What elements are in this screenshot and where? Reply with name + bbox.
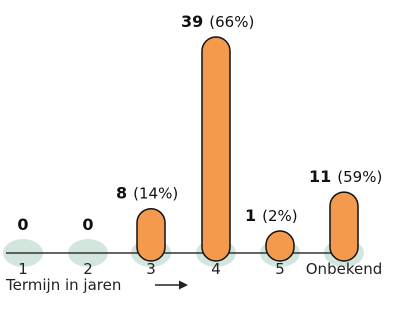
- data-label-4: 39 (66%): [181, 12, 254, 31]
- bar-3: [136, 207, 166, 262]
- data-labels: 0 0 8 (14%) 39 (66%) 1 (2%) 11 (59%): [17, 12, 382, 234]
- data-label-Onbekend: 11 (59%): [309, 167, 382, 186]
- category-label-3: 3: [146, 260, 156, 278]
- bar-5: [265, 230, 295, 262]
- category-label-Onbekend: Onbekend: [306, 260, 382, 278]
- category-label-4: 4: [211, 260, 221, 278]
- category-labels: 1 2 3 4 5 Onbekend: [18, 260, 382, 278]
- arrow-right-icon: [155, 280, 188, 290]
- category-label-5: 5: [275, 260, 285, 278]
- bar-Onbekend: [329, 191, 359, 262]
- data-label-1: 0: [17, 215, 28, 234]
- data-label-2: 0: [82, 215, 93, 234]
- x-axis-title: Termijn in jaren: [5, 276, 121, 294]
- bar-4: [201, 36, 231, 262]
- data-label-5: 1 (2%): [245, 206, 298, 225]
- category-label-2: 2: [83, 260, 93, 278]
- bars: [136, 36, 359, 262]
- data-label-3: 8 (14%): [116, 184, 178, 203]
- category-label-1: 1: [18, 260, 28, 278]
